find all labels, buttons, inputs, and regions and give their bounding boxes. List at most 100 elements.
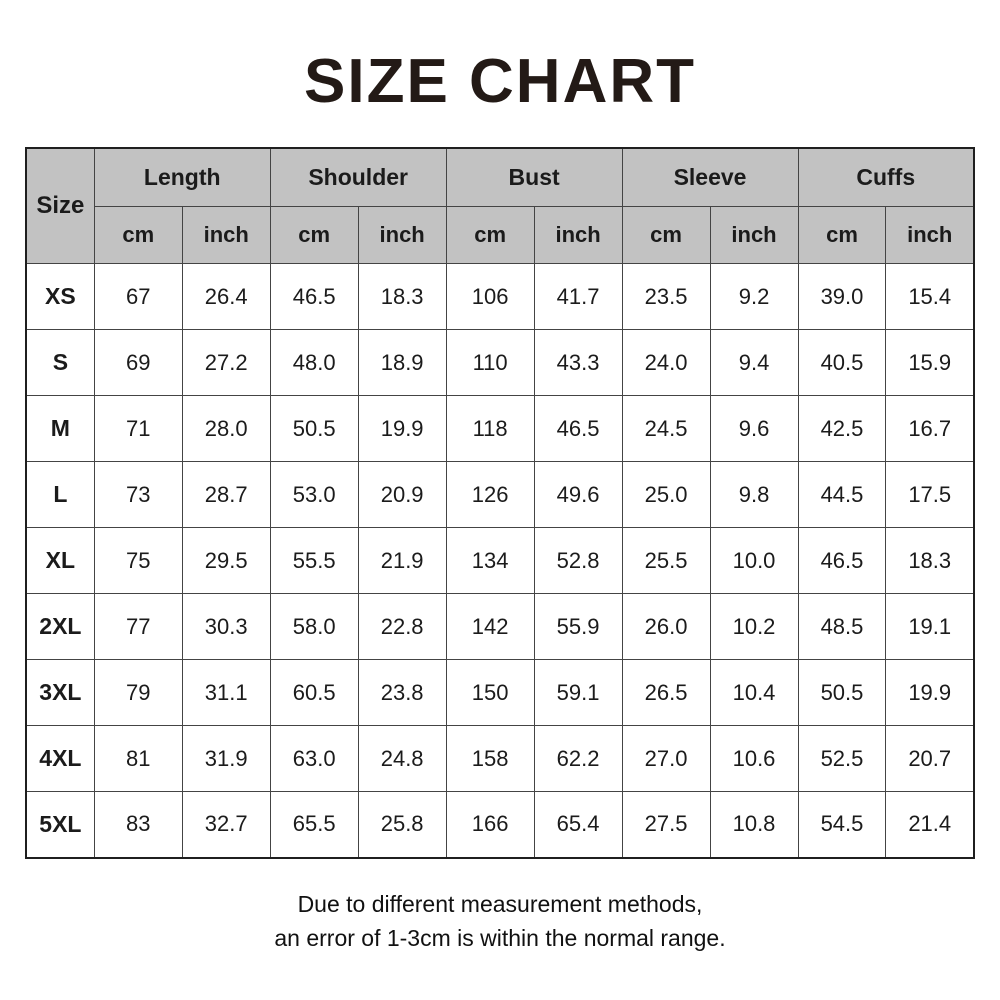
measurement-value: 23.8: [357, 659, 447, 726]
measurement-value: 40.5: [797, 329, 887, 396]
measurement-value: 54.5: [797, 791, 887, 858]
measurement-value: 53.0: [269, 461, 359, 528]
measurement-value: 25.5: [621, 527, 711, 594]
column-header-bust: Bust: [445, 147, 623, 207]
measurement-value: 106: [445, 263, 535, 330]
measurement-value: 18.9: [357, 329, 447, 396]
measurement-value: 21.4: [885, 791, 975, 858]
unit-header-shoulder-cm: cm: [269, 206, 359, 264]
measurement-value: 22.8: [357, 593, 447, 660]
table-row: 5XL 83 32.7 65.5 25.8 166 65.4 27.5 10.8 54.5 21.4: [25, 791, 975, 858]
measurement-value: 9.2: [709, 263, 799, 330]
measurement-value: 29.5: [181, 527, 271, 594]
unit-header-bust-cm: cm: [445, 206, 535, 264]
measurement-value: 52.8: [533, 527, 623, 594]
measurement-value: 142: [445, 593, 535, 660]
measurement-value: 21.9: [357, 527, 447, 594]
measurement-value: 67: [93, 263, 183, 330]
table-row: M 71 28.0 50.5 19.9 118 46.5 24.5 9.6 42.5 16.7: [25, 395, 975, 462]
measurement-value: 150: [445, 659, 535, 726]
measurement-value: 63.0: [269, 725, 359, 792]
measurement-value: 79: [93, 659, 183, 726]
measurement-value: 10.6: [709, 725, 799, 792]
measurement-value: 48.5: [797, 593, 887, 660]
measurement-value: 42.5: [797, 395, 887, 462]
unit-header-bust-inch: inch: [533, 206, 623, 264]
measurement-value: 19.1: [885, 593, 975, 660]
measurement-value: 27.5: [621, 791, 711, 858]
unit-header-sleeve-cm: cm: [621, 206, 711, 264]
measurement-value: 19.9: [357, 395, 447, 462]
measurement-value: 134: [445, 527, 535, 594]
measurement-value: 75: [93, 527, 183, 594]
measurement-value: 15.4: [885, 263, 975, 330]
measurement-value: 83: [93, 791, 183, 858]
measurement-value: 9.4: [709, 329, 799, 396]
measurement-value: 65.5: [269, 791, 359, 858]
measurement-value: 166: [445, 791, 535, 858]
measurement-value: 46.5: [269, 263, 359, 330]
table-row: 4XL 81 31.9 63.0 24.8 158 62.2 27.0 10.6 52.5 20.7: [25, 725, 975, 792]
unit-header-sleeve-inch: inch: [709, 206, 799, 264]
measurement-value: 126: [445, 461, 535, 528]
table-row: XS 67 26.4 46.5 18.3 106 41.7 23.5 9.2 39.0 15.4: [25, 263, 975, 330]
measurement-value: 32.7: [181, 791, 271, 858]
measurement-value: 24.8: [357, 725, 447, 792]
measurement-value: 59.1: [533, 659, 623, 726]
column-header-size: Size: [25, 147, 95, 264]
measurement-value: 26.4: [181, 263, 271, 330]
size-label: M: [25, 395, 95, 462]
measurement-value: 9.6: [709, 395, 799, 462]
measurement-note: Due to different measurement methods, an…: [0, 887, 1000, 956]
measurement-value: 23.5: [621, 263, 711, 330]
unit-header-length-inch: inch: [181, 206, 271, 264]
unit-header-shoulder-inch: inch: [357, 206, 447, 264]
measurement-value: 44.5: [797, 461, 887, 528]
size-label: 5XL: [25, 791, 95, 858]
measurement-value: 55.9: [533, 593, 623, 660]
measurement-value: 46.5: [797, 527, 887, 594]
measurement-value: 10.8: [709, 791, 799, 858]
measurement-value: 27.0: [621, 725, 711, 792]
measurement-value: 9.8: [709, 461, 799, 528]
measurement-value: 20.7: [885, 725, 975, 792]
measurement-value: 17.5: [885, 461, 975, 528]
measurement-value: 28.0: [181, 395, 271, 462]
measurement-value: 48.0: [269, 329, 359, 396]
note-line-1: Due to different measurement methods,: [297, 890, 703, 917]
measurement-value: 81: [93, 725, 183, 792]
column-header-length: Length: [93, 147, 271, 207]
measurement-value: 18.3: [885, 527, 975, 594]
measurement-value: 62.2: [533, 725, 623, 792]
column-header-shoulder: Shoulder: [269, 147, 447, 207]
measurement-value: 24.0: [621, 329, 711, 396]
measurement-value: 55.5: [269, 527, 359, 594]
unit-header-length-cm: cm: [93, 206, 183, 264]
measurement-value: 25.0: [621, 461, 711, 528]
measurement-value: 27.2: [181, 329, 271, 396]
measurement-value: 41.7: [533, 263, 623, 330]
measurement-value: 31.9: [181, 725, 271, 792]
measurement-value: 28.7: [181, 461, 271, 528]
measurement-value: 30.3: [181, 593, 271, 660]
table-row: S 69 27.2 48.0 18.9 110 43.3 24.0 9.4 40.5 15.9: [25, 329, 975, 396]
size-label: XS: [25, 263, 95, 330]
note-line-2: an error of 1-3cm is within the normal r…: [274, 925, 726, 951]
table-row: 2XL 77 30.3 58.0 22.8 142 55.9 26.0 10.2 48.5 19.1: [25, 593, 975, 660]
measurement-value: 65.4: [533, 791, 623, 858]
measurement-value: 18.3: [357, 263, 447, 330]
measurement-value: 19.9: [885, 659, 975, 726]
measurement-value: 60.5: [269, 659, 359, 726]
size-label: L: [25, 461, 95, 528]
column-header-cuffs: Cuffs: [797, 147, 975, 207]
measurement-value: 10.0: [709, 527, 799, 594]
measurement-value: 58.0: [269, 593, 359, 660]
measurement-value: 26.5: [621, 659, 711, 726]
measurement-value: 15.9: [885, 329, 975, 396]
size-chart-table: Size Length Shoulder Bust Sleeve Cuffs cm inc…: [25, 147, 975, 859]
measurement-value: 20.9: [357, 461, 447, 528]
table-body: XS 67 26.4 46.5 18.3 106 41.7 23.5 9.2 39.0 15.4 S 6…: [25, 263, 975, 858]
page-title: SIZE CHART: [304, 47, 696, 116]
measurement-value: 43.3: [533, 329, 623, 396]
